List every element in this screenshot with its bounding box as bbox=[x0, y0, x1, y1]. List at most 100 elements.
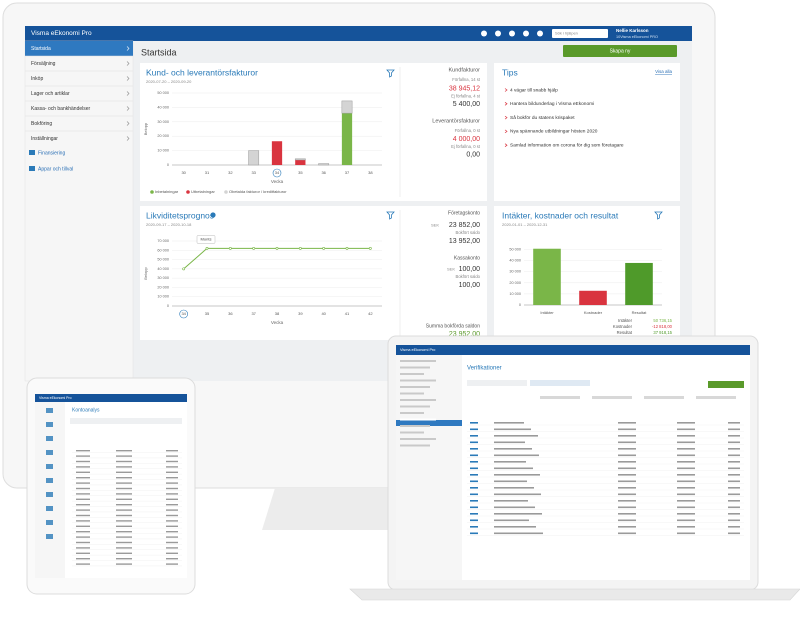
create-button[interactable] bbox=[563, 45, 677, 57]
cell-placeholder bbox=[677, 506, 695, 509]
legend-swatch bbox=[186, 190, 190, 194]
cell-placeholder bbox=[618, 454, 636, 457]
tip-link[interactable]: Nya spännande utbildningar hösten 2020 bbox=[510, 129, 598, 135]
cell-placeholder bbox=[166, 460, 178, 463]
bar-segment bbox=[294, 158, 306, 161]
y-tick-label: 50 000 bbox=[157, 258, 169, 262]
filter-icons bbox=[386, 69, 663, 220]
account-balance: 100,00 bbox=[459, 266, 481, 273]
cell-placeholder bbox=[494, 493, 541, 496]
tip-link[interactable]: Samlad information om corona för dig som… bbox=[510, 142, 624, 148]
search-placeholder: Sök i hjälpen bbox=[555, 31, 578, 36]
filter-icon[interactable] bbox=[386, 69, 395, 78]
y-tick-label: 50 000 bbox=[157, 91, 169, 95]
cell-placeholder bbox=[494, 513, 542, 515]
tooltip-box bbox=[196, 235, 216, 244]
toolbar-icon[interactable] bbox=[481, 30, 487, 37]
invoice-summary: Förfallna, 14 st bbox=[452, 77, 481, 82]
menu-item[interactable]: Försäljning bbox=[31, 61, 56, 67]
toolbar-icon[interactable] bbox=[537, 30, 543, 37]
cell-placeholder bbox=[76, 482, 90, 484]
cell-placeholder bbox=[470, 500, 478, 502]
chart-subtitle: 2020-07-20 – 2020-09-20 bbox=[146, 79, 192, 84]
cell-placeholder bbox=[728, 448, 740, 450]
x-tick-label: 37 bbox=[345, 170, 350, 175]
x-tick-label: Intäkter bbox=[540, 310, 554, 315]
icon-placeholder bbox=[46, 450, 53, 455]
link[interactable]: Visa alla bbox=[655, 69, 672, 74]
filter-icon[interactable] bbox=[654, 211, 663, 220]
cell-placeholder bbox=[677, 480, 695, 483]
cell-placeholder bbox=[494, 532, 543, 535]
laptop-button[interactable] bbox=[708, 381, 744, 388]
icon-placeholder bbox=[46, 464, 53, 469]
toolbar-icon[interactable] bbox=[523, 30, 529, 37]
user-name: Nellie Karlsson bbox=[616, 28, 649, 33]
info-icon[interactable] bbox=[210, 212, 216, 218]
cell-placeholder bbox=[166, 455, 178, 457]
x-axis-title: Vecka bbox=[271, 320, 284, 325]
cell-placeholder bbox=[618, 513, 636, 515]
x-tick-label: 35 bbox=[298, 170, 303, 175]
search-box[interactable] bbox=[552, 29, 608, 38]
cell-placeholder bbox=[618, 519, 636, 522]
cell-placeholder bbox=[166, 552, 178, 554]
chart-title: Intäkter, kostnader och resultat bbox=[502, 210, 619, 220]
cell-placeholder bbox=[618, 441, 636, 444]
menu-placeholder bbox=[400, 405, 430, 408]
point bbox=[252, 247, 256, 250]
cell-placeholder bbox=[618, 500, 636, 502]
cell-placeholder bbox=[728, 474, 740, 476]
sidebar-link[interactable]: Finansiering bbox=[38, 150, 65, 156]
tip-link[interactable]: Hantera bildunderlag i Visma eEkonomi bbox=[510, 101, 594, 107]
filter-placeholder bbox=[644, 396, 684, 399]
sidebar-link[interactable]: Appar och tillval bbox=[38, 166, 73, 172]
summary-label: Kostnader bbox=[613, 324, 633, 329]
bar-segment bbox=[271, 141, 283, 165]
y-tick-label: 30 000 bbox=[509, 270, 521, 274]
tip-link[interactable]: Så bokför du statens krispaket bbox=[510, 114, 575, 121]
account-info: 100,00 bbox=[459, 282, 481, 289]
cell-placeholder bbox=[76, 520, 90, 522]
account-info: 13 952,00 bbox=[449, 238, 480, 245]
menu-item[interactable]: Bokföring bbox=[31, 121, 52, 127]
x-tick-label: 38 bbox=[275, 311, 280, 316]
cell-placeholder bbox=[728, 454, 740, 457]
laptop-top-bar bbox=[396, 345, 750, 355]
button-label[interactable]: Skapa ny bbox=[610, 48, 631, 54]
menu-item[interactable]: Inköp bbox=[31, 76, 43, 82]
y-tick-label: 70 000 bbox=[157, 239, 169, 243]
cell-placeholder bbox=[116, 450, 132, 452]
cell-placeholder bbox=[166, 450, 178, 452]
toolbar-icon[interactable] bbox=[495, 30, 501, 37]
menu-item[interactable]: Lager och artiklar bbox=[31, 91, 70, 97]
filter-icon[interactable] bbox=[386, 211, 395, 220]
cell-placeholder bbox=[494, 526, 536, 528]
cell-placeholder bbox=[728, 487, 740, 489]
x-tick-label: 36 bbox=[228, 311, 233, 316]
cell-placeholder bbox=[728, 428, 740, 431]
x-tick-label: 33 bbox=[251, 170, 256, 175]
menu-item[interactable]: Kassa- och bankhändelser bbox=[31, 106, 91, 112]
x-tick-label: 35 bbox=[205, 311, 210, 316]
laptop-content: Visma eEkonomi Pro Verifikationer bbox=[400, 348, 744, 536]
chevron bbox=[126, 121, 130, 126]
tip-link[interactable]: 4 vägar till snabb hjälp bbox=[510, 87, 558, 93]
top-bar bbox=[25, 26, 692, 41]
cell-placeholder bbox=[166, 493, 178, 495]
y-tick-label: 20 000 bbox=[509, 281, 521, 285]
legend-swatch bbox=[150, 190, 154, 194]
menu-item[interactable]: Inställningar bbox=[31, 136, 58, 142]
menu-item[interactable]: Startsida bbox=[31, 46, 51, 52]
cell-placeholder bbox=[494, 441, 525, 444]
tablet-sidebar bbox=[35, 402, 65, 578]
cell-placeholder bbox=[494, 500, 528, 502]
account-info: Summa bokförda saldon bbox=[426, 323, 480, 329]
y-tick-label: 50 000 bbox=[509, 248, 521, 252]
cell-placeholder bbox=[494, 448, 532, 450]
cell-placeholder bbox=[76, 531, 90, 533]
icon-placeholder bbox=[46, 520, 53, 525]
toolbar-icon[interactable] bbox=[509, 30, 515, 37]
x-axis-title: Vecka bbox=[271, 179, 284, 184]
